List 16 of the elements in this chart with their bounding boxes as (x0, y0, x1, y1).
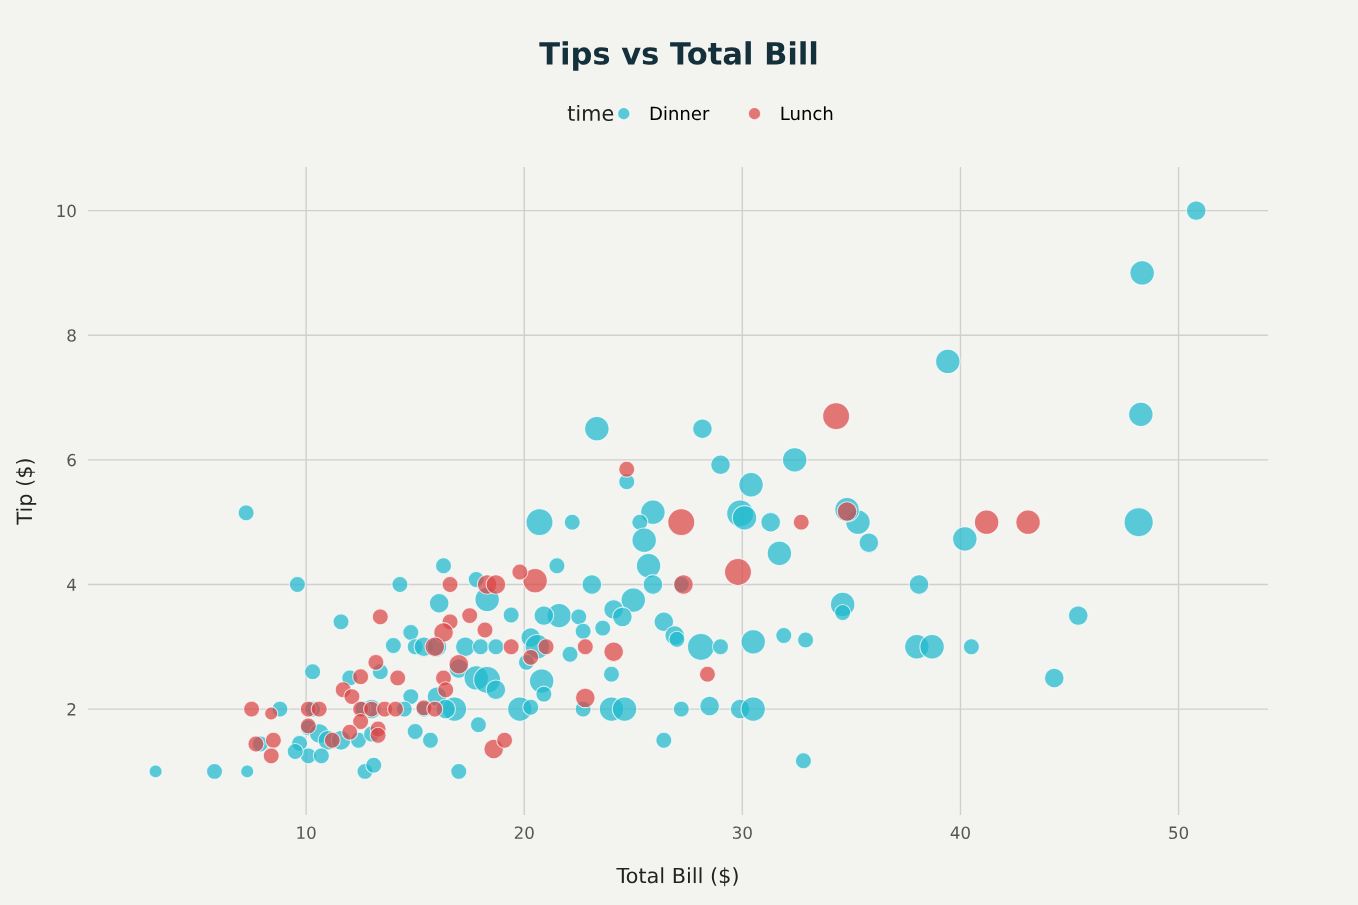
x-tick-label: 20 (514, 826, 534, 840)
x-tick-label: 40 (950, 826, 970, 840)
legend-label: Lunch (781, 106, 833, 121)
legend-title: time (567, 104, 614, 122)
y-tick-label: 8 (67, 329, 76, 342)
x-tick-label: 50 (1169, 826, 1189, 840)
x-tick-label: 30 (733, 826, 752, 840)
y-tick-label: 10 (57, 204, 76, 218)
y-tick-label: 4 (67, 578, 76, 591)
x-tick-label: 10 (297, 826, 316, 840)
y-tick-label: 6 (67, 453, 76, 467)
y-axis-title: Tip ($) (16, 459, 37, 525)
y-tick-label: 2 (67, 703, 76, 716)
chart-title: Tips vs Total Bill (539, 41, 817, 71)
legend-label: Dinner (650, 106, 710, 121)
x-axis-title: Total Bill ($) (616, 867, 738, 887)
